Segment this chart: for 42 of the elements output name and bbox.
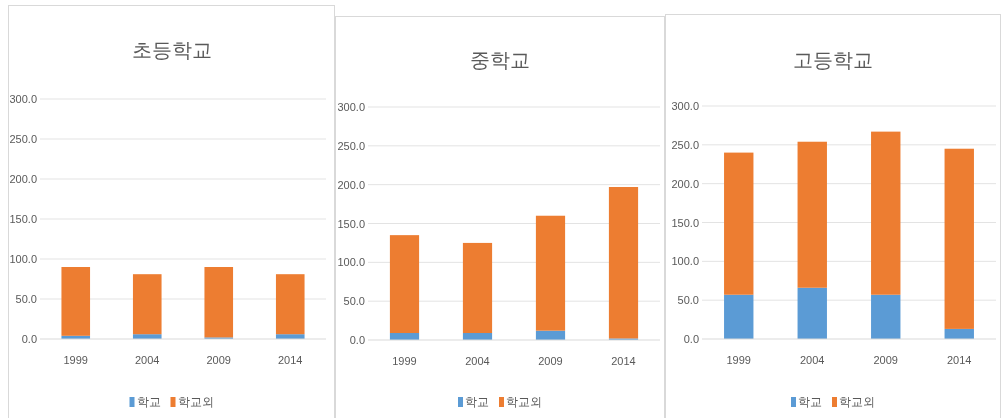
x-tick-label: 2009 bbox=[538, 355, 563, 367]
x-tick-label: 1999 bbox=[726, 354, 751, 366]
y-tick-label: 150.0 bbox=[9, 213, 37, 225]
y-tick-label: 200.0 bbox=[671, 177, 699, 190]
y-tick-label: 300.0 bbox=[671, 100, 699, 112]
y-tick-label: 150.0 bbox=[337, 217, 365, 230]
legend-label: 학교 bbox=[136, 395, 161, 409]
y-tick-label: 200.0 bbox=[9, 173, 37, 185]
x-tick-label: 2014 bbox=[947, 354, 972, 366]
y-tick-label: 50.0 bbox=[677, 294, 699, 307]
chart-title: 고등학교 bbox=[793, 49, 873, 71]
y-tick-label: 300.0 bbox=[337, 101, 365, 113]
y-tick-label: 50.0 bbox=[343, 295, 365, 308]
x-tick-label: 2004 bbox=[135, 354, 160, 366]
y-tick-label: 300.0 bbox=[9, 93, 37, 105]
y-tick-label: 50.0 bbox=[15, 293, 37, 305]
x-tick-label: 2014 bbox=[611, 355, 636, 367]
x-tick-label: 1999 bbox=[63, 354, 88, 366]
y-tick-label: 100.0 bbox=[9, 253, 37, 265]
y-tick-label: 250.0 bbox=[671, 138, 699, 151]
x-tick-label: 1999 bbox=[392, 355, 417, 367]
y-tick-label: 0.0 bbox=[683, 333, 699, 345]
legend-label: 학교 bbox=[798, 395, 822, 409]
y-tick-label: 0.0 bbox=[21, 333, 37, 345]
x-tick-label: 2009 bbox=[206, 354, 231, 366]
legend-label: 학교 bbox=[465, 395, 489, 409]
x-tick-label: 2004 bbox=[800, 354, 825, 366]
legend-label: 학교외 bbox=[177, 395, 214, 409]
y-tick-label: 100.0 bbox=[671, 255, 699, 268]
y-tick-label: 250.0 bbox=[9, 133, 37, 145]
chart-title: 중학교 bbox=[470, 49, 530, 71]
legend-label: 학교외 bbox=[839, 395, 875, 409]
y-tick-label: 250.0 bbox=[337, 139, 365, 152]
y-tick-label: 100.0 bbox=[337, 256, 365, 269]
chart-title: 초등학교 bbox=[131, 39, 212, 61]
x-tick-label: 2004 bbox=[465, 355, 490, 367]
x-tick-label: 2014 bbox=[278, 354, 303, 366]
x-tick-label: 2009 bbox=[873, 354, 898, 366]
y-tick-label: 150.0 bbox=[671, 216, 699, 229]
y-tick-label: 0.0 bbox=[349, 334, 365, 346]
legend-label: 학교외 bbox=[506, 395, 542, 409]
y-tick-label: 200.0 bbox=[337, 178, 365, 191]
